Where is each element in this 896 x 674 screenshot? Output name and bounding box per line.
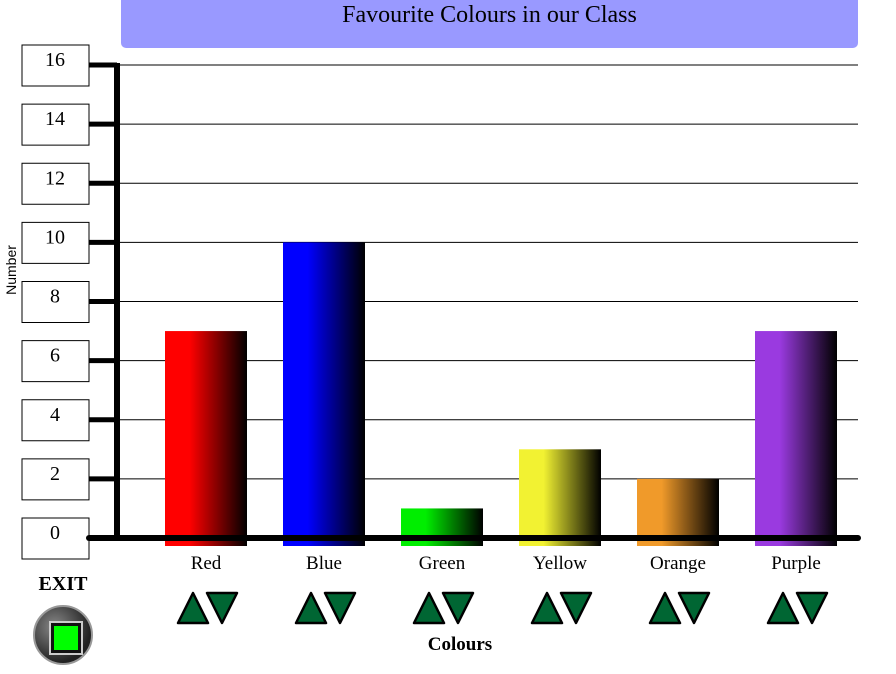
x-tick-label: Blue: [306, 553, 342, 574]
x-tick-label: Red: [191, 553, 222, 574]
bar-yellow: [519, 449, 601, 546]
bar-purple: [755, 331, 837, 546]
exit-button[interactable]: [33, 605, 93, 665]
y-tick-box: [21, 221, 90, 264]
decrease-red-triangle-down-icon[interactable]: [205, 591, 239, 625]
increase-yellow-triangle-up-icon[interactable]: [530, 591, 564, 625]
x-tick-label: Yellow: [533, 553, 587, 574]
y-tick-label: 8: [50, 286, 60, 308]
increase-purple-triangle-up-icon[interactable]: [766, 591, 800, 625]
decrease-purple-triangle-down-icon[interactable]: [795, 591, 829, 625]
bar-blue: [283, 242, 365, 546]
y-tick-box: [21, 399, 90, 442]
y-tick-label: 12: [45, 167, 65, 189]
y-tick-box: [21, 458, 90, 501]
x-tick-label: Orange: [650, 553, 706, 574]
x-tick-label: Purple: [771, 553, 821, 574]
y-tick-box: [21, 281, 90, 323]
increase-blue-triangle-up-icon[interactable]: [294, 591, 328, 625]
decrease-yellow-triangle-down-icon[interactable]: [559, 591, 593, 625]
y-tick-label: 6: [50, 345, 60, 367]
y-tick-label: 0: [50, 522, 60, 544]
exit-label: EXIT: [38, 573, 88, 595]
increase-red-triangle-up-icon[interactable]: [176, 591, 210, 625]
y-tick-box: [21, 517, 90, 560]
y-tick-label: 2: [50, 463, 60, 485]
y-tick-label: 16: [45, 49, 65, 71]
y-tick-label: 14: [45, 108, 65, 130]
x-axis-label: Colours: [427, 634, 493, 655]
y-tick-box: [21, 162, 90, 205]
decrease-orange-triangle-down-icon[interactable]: [677, 591, 711, 625]
chart-title: Favourite Colours in our Class: [121, 0, 858, 48]
y-tick-label: 4: [50, 404, 60, 426]
exit-square-icon: [49, 621, 83, 655]
bar-red: [165, 331, 247, 546]
y-tick-label: 10: [45, 226, 65, 248]
decrease-blue-triangle-down-icon[interactable]: [323, 591, 357, 625]
y-tick-box: [21, 103, 90, 146]
increase-green-triangle-up-icon[interactable]: [412, 591, 446, 625]
y-tick-box: [21, 44, 90, 87]
bar-orange: [637, 478, 719, 546]
increase-orange-triangle-up-icon[interactable]: [648, 591, 682, 625]
x-tick-label: Green: [419, 553, 466, 574]
decrease-green-triangle-down-icon[interactable]: [441, 591, 475, 625]
y-tick-box: [21, 340, 90, 383]
